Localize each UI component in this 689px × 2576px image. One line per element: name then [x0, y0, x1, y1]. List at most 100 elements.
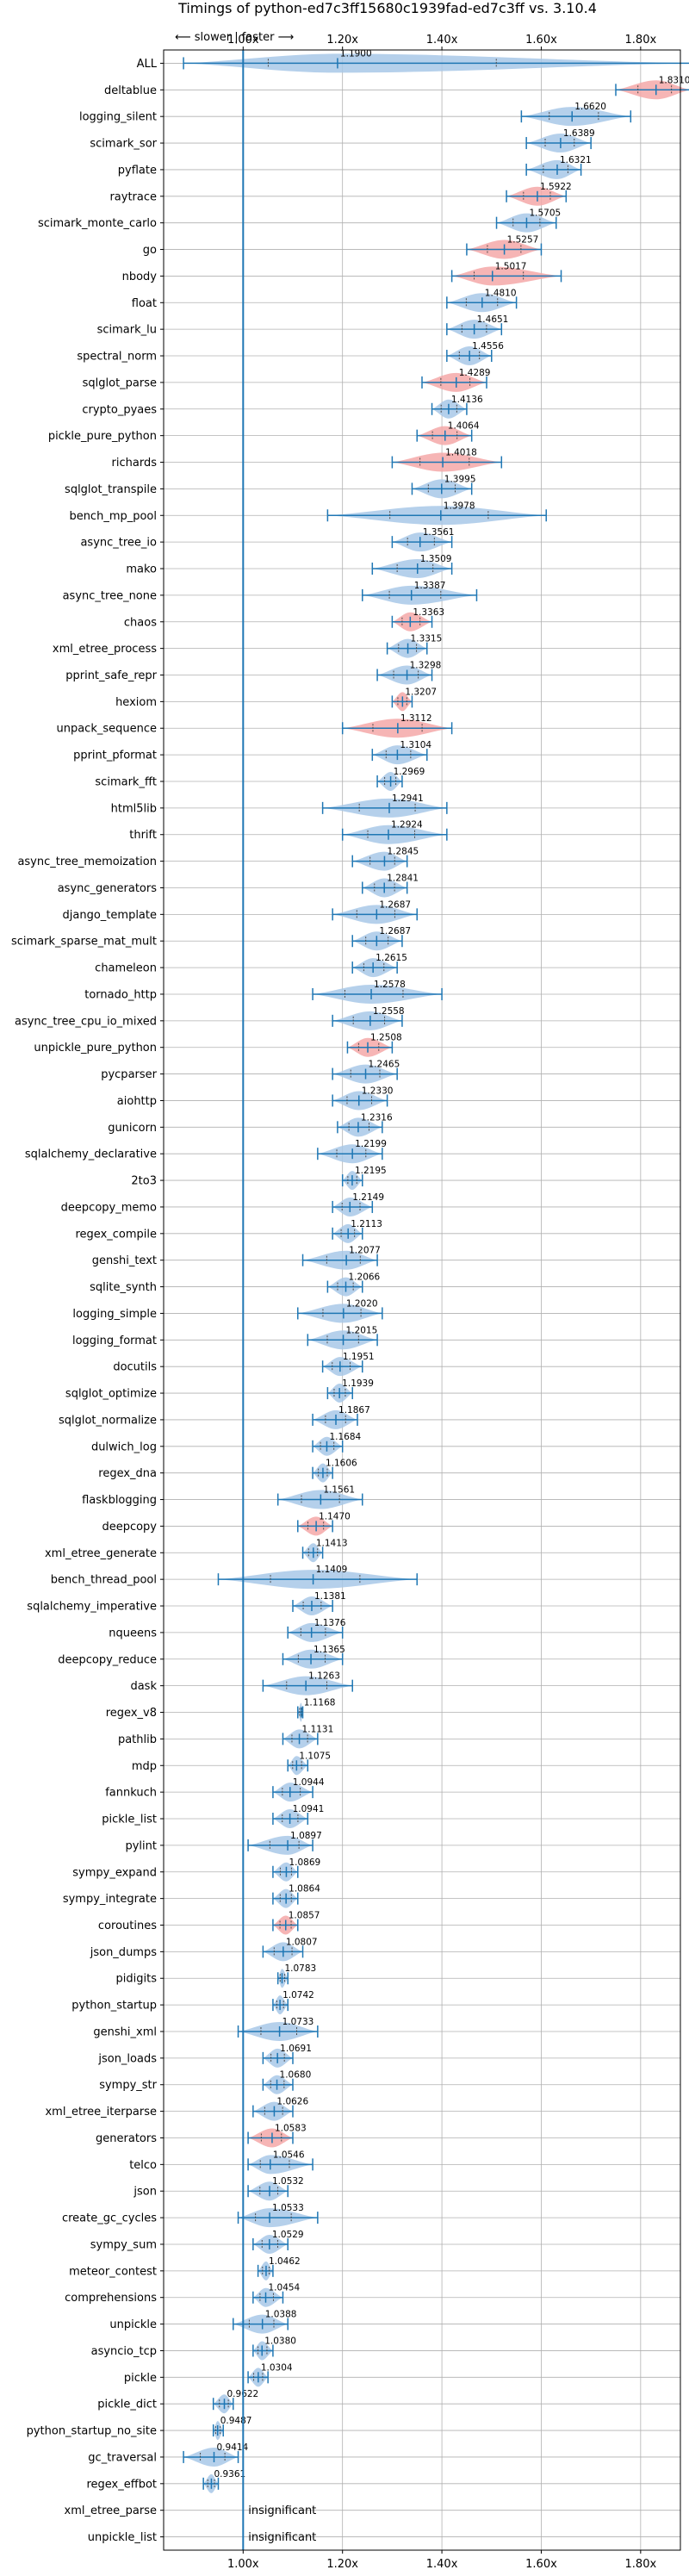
benchmark-row: meteor_contest 1.0462 — [69, 2256, 301, 2280]
value-label: 1.2687 — [379, 899, 411, 910]
value-label: 1.0691 — [280, 2044, 312, 2054]
benchmark-label: sqlalchemy_imperative — [27, 1601, 157, 1614]
benchmark-label: raytrace — [109, 190, 157, 203]
value-label: 1.4556 — [472, 341, 504, 352]
value-label: 1.2199 — [355, 1139, 387, 1149]
benchmark-row: json 1.0532 — [133, 2176, 304, 2201]
benchmark-row: fannkuch 1.0944 — [105, 1777, 325, 1802]
value-label: 1.0454 — [269, 2283, 301, 2293]
benchmark-row: sympy_str 1.0680 — [99, 2070, 311, 2094]
benchmark-row: dulwich_log 1.1684 — [91, 1432, 362, 1456]
benchmark-label: spectral_norm — [77, 351, 157, 364]
value-label: 1.1413 — [316, 1538, 348, 1548]
benchmark-label: pidigits — [116, 1973, 158, 1986]
benchmark-row: mako 1.3509 — [126, 554, 453, 579]
benchmark-row: logging_silent 1.6620 — [79, 102, 632, 127]
benchmark-row: xml_etree_process 1.3315 — [53, 634, 442, 658]
benchmark-row: flaskblogging 1.1561 — [82, 1485, 363, 1509]
value-label: 1.1376 — [314, 1618, 346, 1628]
value-label: 1.0783 — [284, 1963, 316, 1974]
benchmark-label: docutils — [113, 1361, 157, 1374]
benchmark-row: python_startup_no_site 0.9487 — [27, 2416, 252, 2441]
value-label: 1.4136 — [451, 395, 483, 405]
benchmark-row: sympy_sum 1.0529 — [90, 2230, 304, 2254]
value-label: 1.5017 — [495, 261, 527, 271]
benchmark-row: sqlalchemy_declarative 1.2199 — [25, 1139, 387, 1164]
benchmark-row: logging_format 1.2015 — [72, 1325, 378, 1350]
benchmark-label: unpickle_list — [88, 2531, 157, 2544]
benchmark-row: sqlalchemy_imperative 1.1381 — [27, 1591, 346, 1616]
benchmark-label: async_generators — [58, 882, 158, 895]
value-label: 1.2330 — [362, 1086, 394, 1096]
benchmark-row: sympy_integrate 1.0864 — [63, 1884, 320, 1908]
benchmark-label: pprint_pformat — [73, 750, 157, 762]
value-label: 1.1939 — [342, 1378, 374, 1389]
benchmark-label: logging_format — [72, 1335, 157, 1347]
benchmark-label: async_tree_none — [63, 589, 157, 602]
benchmark-label: python_startup_no_site — [27, 2425, 157, 2438]
benchmark-label: sqlite_synth — [90, 1281, 157, 1294]
benchmark-label: bench_mp_pool — [69, 510, 157, 523]
benchmark-label: telco — [129, 2159, 157, 2172]
benchmark-label: regex_v8 — [106, 1707, 157, 1720]
benchmark-label: sympy_integrate — [63, 1893, 157, 1906]
benchmark-label: json_dumps — [90, 1946, 157, 1959]
benchmark-row: genshi_text 1.2077 — [92, 1246, 381, 1270]
benchmark-row: async_generators 1.2841 — [58, 873, 419, 898]
benchmark-label: ALL — [137, 58, 158, 71]
benchmark-row: thrift 1.2924 — [129, 820, 448, 844]
benchmark-label: sympy_sum — [90, 2238, 157, 2251]
benchmark-row: async_tree_cpu_io_mixed 1.2558 — [15, 1006, 405, 1030]
benchmark-label: deepcopy_memo — [61, 1201, 157, 1214]
benchmark-label: pprint_safe_repr — [65, 669, 157, 682]
benchmark-label: richards — [112, 457, 158, 470]
x-tick-label-top: 1.60x — [525, 34, 557, 47]
benchmark-row: hexiom 1.3207 — [115, 687, 437, 712]
benchmark-label: mako — [126, 563, 157, 576]
value-label: 0.9414 — [217, 2442, 249, 2453]
benchmark-row: regex_compile 1.2113 — [75, 1219, 382, 1243]
benchmark-label: scimark_lu — [97, 324, 157, 337]
benchmark-row: sqlglot_normalize 1.1867 — [59, 1405, 370, 1429]
benchmark-row: sqlite_synth 1.2066 — [90, 1272, 381, 1297]
value-label: 1.2558 — [373, 1006, 405, 1017]
benchmark-label: deltablue — [104, 84, 157, 97]
value-label: 0.9487 — [220, 2416, 252, 2426]
benchmark-row: async_tree_memoization 1.2845 — [17, 847, 419, 871]
benchmark-label: scimark_monte_carlo — [38, 217, 157, 230]
benchmark-row: pycparser 1.2465 — [101, 1060, 400, 1084]
x-tick-label-top: 1.20x — [326, 34, 358, 47]
benchmark-row: pickle_list 1.0941 — [102, 1804, 324, 1829]
benchmark-row: create_gc_cycles 1.0533 — [62, 2203, 319, 2228]
benchmark-row: xml_etree_iterparse 1.0626 — [45, 2097, 308, 2121]
value-label: 1.2149 — [352, 1192, 384, 1203]
value-label: 1.3387 — [414, 581, 446, 591]
value-label: 1.0529 — [272, 2230, 304, 2240]
value-label: 1.8310 — [659, 75, 689, 85]
benchmark-row: chaos 1.3363 — [124, 607, 444, 632]
value-label: 1.2687 — [379, 926, 411, 936]
benchmark-label: comprehensions — [65, 2292, 157, 2305]
grid-layer — [164, 50, 680, 2550]
benchmark-label: pickle — [124, 2372, 157, 2385]
benchmark-label: logging_silent — [79, 111, 157, 124]
benchmark-label: sqlalchemy_declarative — [25, 1148, 157, 1161]
value-label: 1.6620 — [574, 102, 606, 112]
value-label: 1.2845 — [387, 847, 419, 857]
insignificant-label: insignificant — [248, 2531, 316, 2544]
benchmark-row: scimark_sparse_mat_mult 1.2687 — [11, 926, 411, 951]
benchmark-label: sympy_expand — [72, 1866, 157, 1879]
benchmark-row: 2to3 1.2195 — [131, 1166, 387, 1191]
value-label: 1.2077 — [349, 1246, 381, 1256]
value-label: 1.2113 — [351, 1219, 382, 1229]
benchmark-row: gc_traversal 0.9414 — [88, 2442, 249, 2467]
benchmark-row: deepcopy_memo 1.2149 — [61, 1192, 384, 1216]
benchmark-row: bench_thread_pool 1.1409 — [51, 1565, 418, 1590]
x-tick-label-bottom: 1.20x — [326, 2558, 358, 2571]
benchmark-label: json — [133, 2186, 157, 2199]
value-label: 1.2941 — [392, 793, 424, 804]
benchmark-row: spectral_norm 1.4556 — [77, 341, 504, 366]
benchmark-row: gunicorn 1.2316 — [108, 1112, 393, 1137]
value-label: 1.0626 — [276, 2097, 308, 2107]
value-label: 1.1470 — [319, 1511, 351, 1521]
